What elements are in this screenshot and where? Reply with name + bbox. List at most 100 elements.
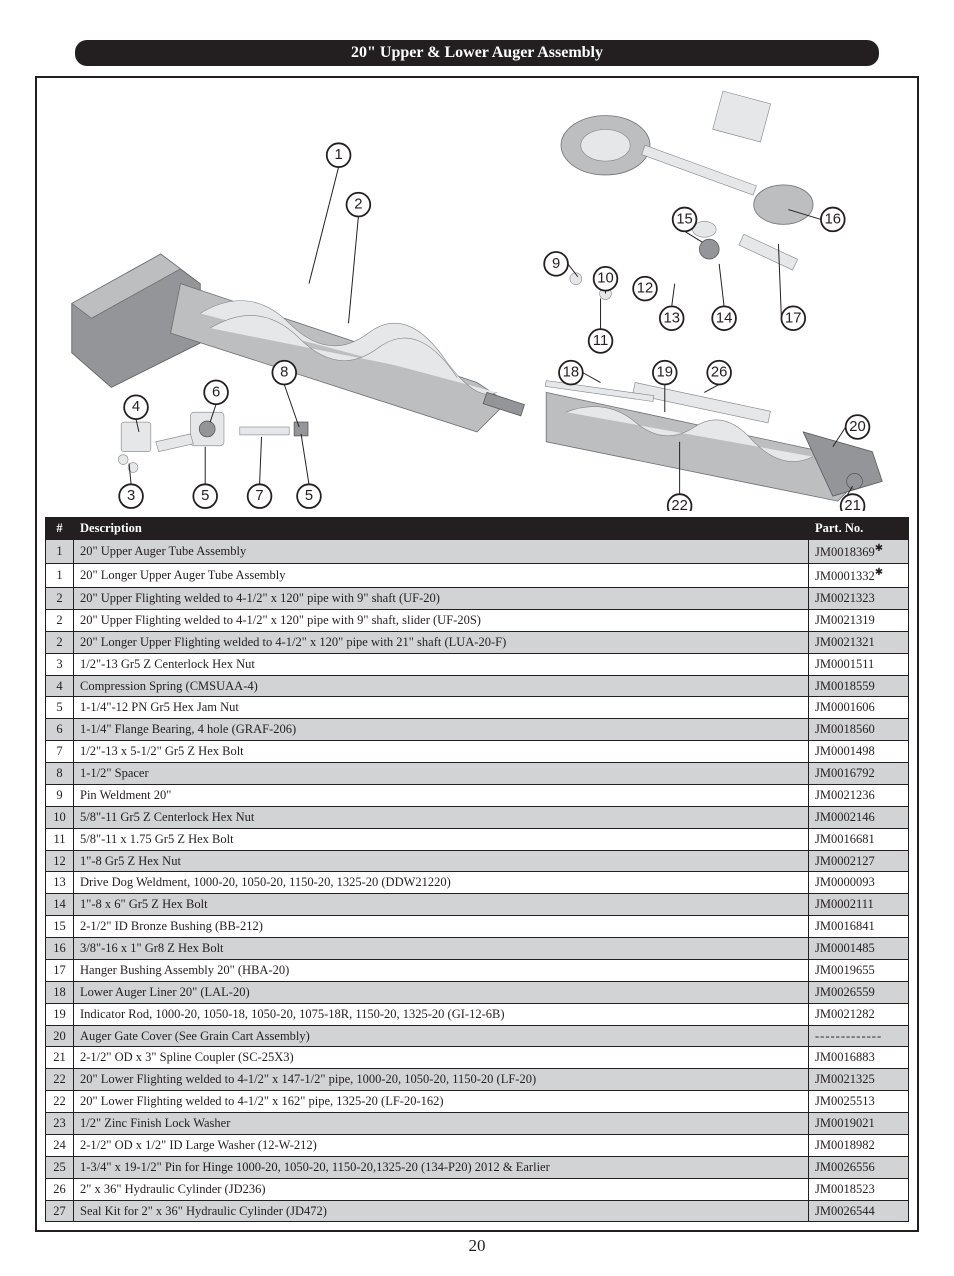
row-num: 6 <box>46 719 74 741</box>
callout-20: 20 <box>846 415 870 439</box>
row-part: JM0019021 <box>809 1113 909 1135</box>
callout-10: 10 <box>594 267 618 291</box>
svg-text:3: 3 <box>127 488 135 504</box>
table-row: 121"-8 Gr5 Z Hex NutJM0002127 <box>46 850 909 872</box>
table-row: 231/2" Zinc Finish Lock WasherJM0019021 <box>46 1113 909 1135</box>
row-part: JM0021323 <box>809 588 909 610</box>
callout-4: 4 <box>124 395 148 419</box>
page-title-bar: 20" Upper & Lower Auger Assembly <box>75 40 879 66</box>
row-part: JM0001332 <box>809 564 909 588</box>
table-row: 4Compression Spring (CMSUAA-4)JM0018559 <box>46 675 909 697</box>
row-part: JM0002127 <box>809 850 909 872</box>
row-part: JM0000093 <box>809 872 909 894</box>
row-part: JM0021321 <box>809 631 909 653</box>
row-part: JM0018559 <box>809 675 909 697</box>
row-part: ------------- <box>809 1025 909 1047</box>
svg-text:19: 19 <box>657 365 673 381</box>
table-row: 71/2"-13 x 5-1/2" Gr5 Z Hex BoltJM000149… <box>46 741 909 763</box>
callout-1: 1 <box>327 143 351 167</box>
svg-text:12: 12 <box>637 281 653 297</box>
row-desc: 20" Lower Flighting welded to 4-1/2" x 1… <box>74 1069 809 1091</box>
row-part: JM0018523 <box>809 1178 909 1200</box>
table-row: 2220" Lower Flighting welded to 4-1/2" x… <box>46 1091 909 1113</box>
row-desc: Pin Weldment 20" <box>74 784 809 806</box>
svg-text:16: 16 <box>825 211 841 227</box>
row-part: JM0021282 <box>809 1003 909 1025</box>
callout-12: 12 <box>633 277 657 301</box>
row-num: 24 <box>46 1134 74 1156</box>
content-frame: 12864357515169101213141711181926202221 #… <box>35 76 919 1232</box>
row-num: 4 <box>46 675 74 697</box>
row-part: JM0016792 <box>809 763 909 785</box>
row-desc: 20" Longer Upper Flighting welded to 4-1… <box>74 631 809 653</box>
callout-11: 11 <box>589 329 613 353</box>
svg-text:2: 2 <box>354 197 362 213</box>
row-desc: Drive Dog Weldment, 1000-20, 1050-20, 11… <box>74 872 809 894</box>
svg-text:1: 1 <box>335 147 343 163</box>
svg-text:20: 20 <box>849 419 865 435</box>
row-part: JM0026544 <box>809 1200 909 1222</box>
row-part: JM0021319 <box>809 609 909 631</box>
row-num: 16 <box>46 938 74 960</box>
table-row: 20Auger Gate Cover (See Grain Cart Assem… <box>46 1025 909 1047</box>
table-row: 262" x 36" Hydraulic Cylinder (JD236)JM0… <box>46 1178 909 1200</box>
exploded-diagram: 12864357515169101213141711181926202221 <box>45 86 909 511</box>
row-part: JM0026559 <box>809 981 909 1003</box>
table-row: 115/8"-11 x 1.75 Gr5 Z Hex BoltJM0016681 <box>46 828 909 850</box>
row-part: JM0018982 <box>809 1134 909 1156</box>
table-row: 242-1/2" OD x 1/2" ID Large Washer (12-W… <box>46 1134 909 1156</box>
row-desc: 1-3/4" x 19-1/2" Pin for Hinge 1000-20, … <box>74 1156 809 1178</box>
table-row: 81-1/2" SpacerJM0016792 <box>46 763 909 785</box>
row-part: JM0001498 <box>809 741 909 763</box>
callout-26: 26 <box>707 361 731 385</box>
svg-text:18: 18 <box>563 365 579 381</box>
callout-15: 15 <box>673 208 697 232</box>
row-num: 11 <box>46 828 74 850</box>
row-part: JM0001606 <box>809 697 909 719</box>
diagram-svg: 12864357515169101213141711181926202221 <box>45 86 909 511</box>
row-num: 14 <box>46 894 74 916</box>
callout-22: 22 <box>668 494 692 511</box>
svg-text:17: 17 <box>785 310 801 326</box>
callout-7: 7 <box>248 484 272 508</box>
svg-text:10: 10 <box>597 271 613 287</box>
callout-19: 19 <box>653 361 677 385</box>
row-num: 12 <box>46 850 74 872</box>
row-desc: 1/2"-13 Gr5 Z Centerlock Hex Nut <box>74 653 809 675</box>
lower-auger-group <box>545 381 882 502</box>
row-desc: Auger Gate Cover (See Grain Cart Assembl… <box>74 1025 809 1047</box>
table-row: 18Lower Auger Liner 20" (LAL-20)JM002655… <box>46 981 909 1003</box>
row-num: 18 <box>46 981 74 1003</box>
row-desc: 1/2"-13 x 5-1/2" Gr5 Z Hex Bolt <box>74 741 809 763</box>
row-part: JM0018369 <box>809 540 909 564</box>
row-desc: 20" Upper Flighting welded to 4-1/2" x 1… <box>74 609 809 631</box>
row-num: 22 <box>46 1091 74 1113</box>
row-num: 8 <box>46 763 74 785</box>
callout-16: 16 <box>821 208 845 232</box>
row-part: JM0016841 <box>809 916 909 938</box>
row-part: JM0021236 <box>809 784 909 806</box>
row-num: 17 <box>46 959 74 981</box>
svg-text:11: 11 <box>593 333 608 349</box>
table-row: 163/8"-16 x 1" Gr8 Z Hex BoltJM0001485 <box>46 938 909 960</box>
callout-5: 5 <box>193 484 217 508</box>
row-num: 26 <box>46 1178 74 1200</box>
svg-text:26: 26 <box>711 365 727 381</box>
table-row: 13Drive Dog Weldment, 1000-20, 1050-20, … <box>46 872 909 894</box>
callout-17: 17 <box>781 306 805 330</box>
row-desc: 2" x 36" Hydraulic Cylinder (JD236) <box>74 1178 809 1200</box>
row-num: 15 <box>46 916 74 938</box>
table-row: 220" Upper Flighting welded to 4-1/2" x … <box>46 588 909 610</box>
row-desc: 1"-8 Gr5 Z Hex Nut <box>74 850 809 872</box>
svg-text:13: 13 <box>663 310 679 326</box>
callout-21: 21 <box>841 494 865 511</box>
table-row: 27Seal Kit for 2" x 36" Hydraulic Cylind… <box>46 1200 909 1222</box>
row-num: 3 <box>46 653 74 675</box>
row-desc: 20" Longer Upper Auger Tube Assembly <box>74 564 809 588</box>
table-row: 61-1/4" Flange Bearing, 4 hole (GRAF-206… <box>46 719 909 741</box>
row-num: 13 <box>46 872 74 894</box>
row-num: 2 <box>46 588 74 610</box>
hardware-cluster-left <box>118 412 308 472</box>
row-desc: 5/8"-11 Gr5 Z Centerlock Hex Nut <box>74 806 809 828</box>
row-part: JM0025513 <box>809 1091 909 1113</box>
